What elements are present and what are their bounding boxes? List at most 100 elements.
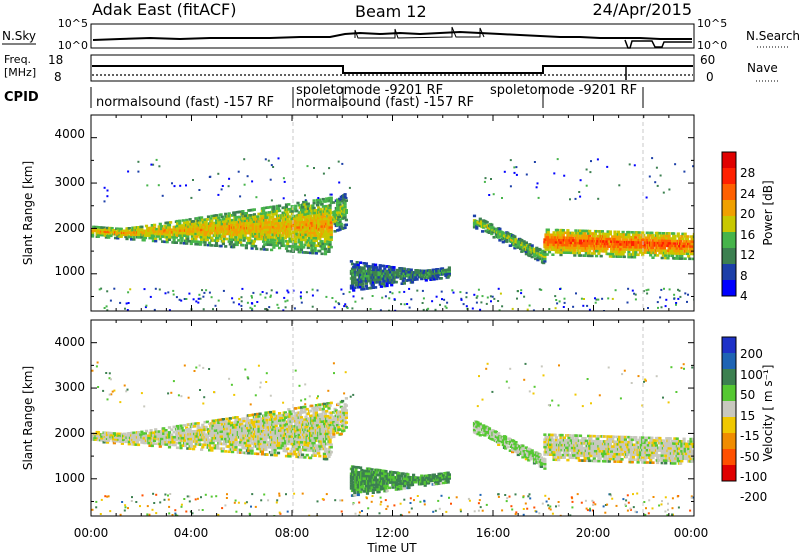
power-cell <box>206 236 211 239</box>
velocity-cell <box>251 442 255 446</box>
power-cell <box>356 271 360 274</box>
power-cell <box>210 214 214 218</box>
power-cell <box>227 214 231 218</box>
power-cell <box>492 236 496 239</box>
power-sparse-point <box>533 161 536 163</box>
velocity-cell <box>162 427 166 430</box>
power-cell <box>119 233 123 236</box>
power-cell <box>237 215 242 219</box>
velocity-cell <box>264 423 268 427</box>
velocity-cell <box>250 447 254 450</box>
power-sparse-point <box>656 184 659 187</box>
power-cell <box>203 241 207 244</box>
power-cell <box>661 239 665 242</box>
power-cell <box>102 226 106 229</box>
power-cell <box>329 238 333 241</box>
power-cell <box>218 218 222 222</box>
power-noise-point <box>572 305 575 308</box>
power-cell <box>221 242 225 246</box>
power-cell <box>138 236 142 239</box>
power-cell <box>271 238 275 242</box>
power-cell <box>642 233 646 237</box>
power-cell <box>290 237 294 241</box>
velocity-cell <box>276 451 281 455</box>
power-sparse-point <box>537 196 540 199</box>
power-cell <box>235 243 239 247</box>
velocity-cell <box>172 441 176 444</box>
velocity-cell <box>197 426 201 430</box>
power-cell <box>662 246 667 250</box>
velocity-cell <box>239 428 243 431</box>
power-cell <box>201 233 205 237</box>
power-noise-point <box>595 298 598 301</box>
power-cell <box>628 248 632 251</box>
power-cell <box>385 282 389 285</box>
power-cell <box>361 282 365 286</box>
velocity-cell <box>139 433 143 436</box>
power-cell <box>224 212 228 216</box>
power-cell <box>664 239 668 243</box>
power-cell <box>545 253 549 256</box>
power-cell <box>288 215 292 218</box>
power-cell <box>339 222 343 226</box>
power-sparse-point <box>106 195 109 198</box>
power-cell <box>317 219 321 222</box>
power-cell <box>444 272 448 276</box>
power-cell <box>336 211 340 214</box>
power-cell <box>570 236 575 240</box>
power-cell <box>318 237 322 241</box>
power-cell <box>196 219 200 223</box>
velocity-cell <box>172 430 176 434</box>
power-cell <box>599 254 603 258</box>
power-cell <box>540 258 545 262</box>
velocity-cell <box>216 447 220 450</box>
velocity-cell <box>114 434 118 437</box>
cpid-panel: CPID normalsound (fast) -157 RF spoletom… <box>4 83 644 110</box>
power-cell <box>588 249 592 253</box>
power-noise-point <box>113 287 116 290</box>
velocity-cell <box>264 438 268 442</box>
velocity-cell <box>224 442 228 446</box>
power-cell <box>543 250 547 254</box>
power-cell <box>233 211 237 214</box>
power-cell <box>237 233 242 237</box>
power-cell <box>262 209 266 213</box>
power-cell <box>306 219 310 223</box>
power-cell <box>559 253 563 257</box>
velocity-cell <box>248 414 252 417</box>
power-cell <box>343 195 347 199</box>
power-cell <box>259 232 263 236</box>
power-cell <box>392 268 396 272</box>
velocity-cell <box>236 451 240 454</box>
power-cell <box>288 237 292 241</box>
velocity-cell <box>231 436 235 439</box>
power-cell <box>486 228 490 232</box>
velocity-cell <box>96 431 100 434</box>
power-noise-point <box>282 309 285 311</box>
power-cell <box>479 220 483 223</box>
velocity-cell <box>220 423 224 426</box>
power-cell <box>259 247 263 251</box>
power-sparse-point <box>158 165 161 168</box>
velocity-cell <box>256 417 260 421</box>
velocity-cell <box>258 412 262 416</box>
power-noise-point <box>172 289 175 292</box>
power-noise-point <box>486 296 489 299</box>
power-cell <box>608 255 612 258</box>
power-cell <box>297 240 301 244</box>
power-cell <box>272 246 276 249</box>
power-cell <box>210 244 214 247</box>
power-cell <box>174 236 178 239</box>
power-cell <box>339 205 343 209</box>
power-cell <box>91 233 95 236</box>
power-sparse-point <box>579 179 582 182</box>
power-cell <box>566 239 570 242</box>
power-cell <box>643 246 647 249</box>
velocity-cell <box>201 445 205 449</box>
velocity-cell <box>182 424 186 427</box>
power-cell <box>322 217 326 221</box>
velocity-cell <box>150 444 154 448</box>
power-cell <box>354 263 358 266</box>
power-cell <box>293 247 297 251</box>
velocity-cell <box>250 449 254 453</box>
